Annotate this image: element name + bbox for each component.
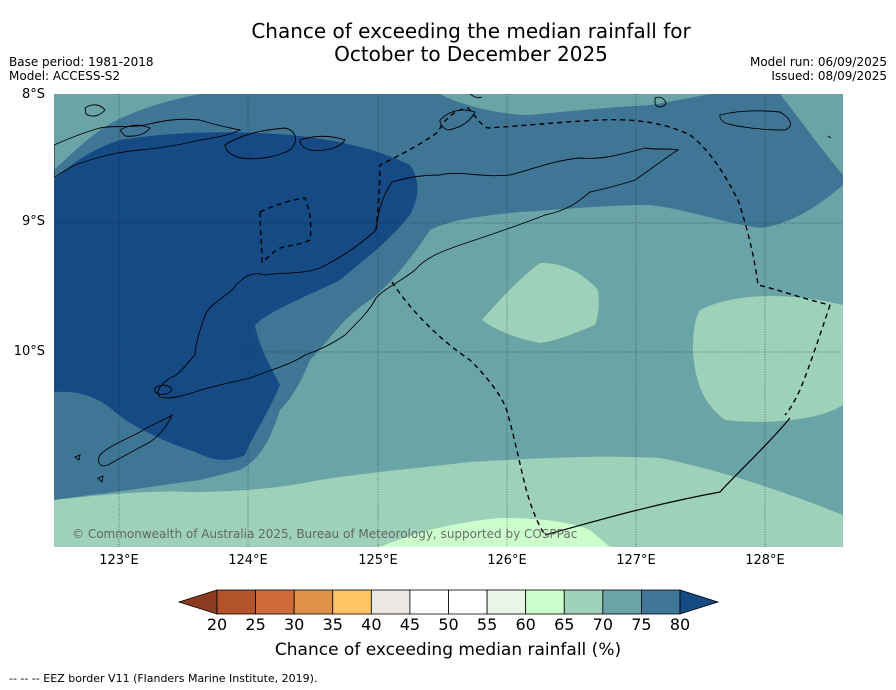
map-title: Chance of exceeding the median rainfall … [0,20,896,66]
model-name: Model: ACCESS-S2 [9,69,121,83]
roti-coast [97,413,173,467]
colorbar-extend-high [679,589,720,615]
north-island-2 [84,104,106,117]
colorbar-cell [486,589,527,615]
colorbar-tick-label: 30 [283,615,305,634]
colorbar-cells [177,589,720,615]
source-note: -- -- -- EEZ border V11 (Flanders Marine… [9,672,318,685]
colorbar-tick-label: 45 [399,615,421,634]
colorbar-tick-label: 70 [592,615,614,634]
colorbar-cell [409,589,449,615]
colorbar-cell [255,589,295,615]
lat-label-8s: 8°S [21,87,45,102]
colorbar-cell [370,589,411,615]
eez-east [784,304,831,416]
title-line-2: October to December 2025 [334,42,608,66]
colorbar-cell [448,589,488,615]
romang-coast [654,96,667,108]
colorbar-cell [293,589,334,615]
colorbar-cell [525,589,565,615]
issued-date: Issued: 08/09/2025 [771,69,887,83]
colorbar-cell [602,589,642,615]
colorbar-extend-low [177,589,218,615]
islet-1 [74,454,81,461]
islet-3 [827,135,832,139]
lon-label-125e: 125°E [358,553,398,568]
colorbar-tick-label: 20 [206,615,228,634]
colorbar-tick-label: 75 [631,615,652,634]
contour-65-70 [54,456,843,547]
eez-oecusse [259,197,312,264]
model-run: Model run: 06/09/2025 [749,55,887,69]
timor-coast [157,147,680,399]
contour-70-75-northwest [54,94,200,170]
rainfall-contours [54,94,843,547]
islet-2 [97,475,104,483]
contour-60-65 [380,518,610,547]
colorbar-tick-label: 50 [438,615,459,634]
lat-label-9s: 9°S [21,214,45,229]
colorbar-tick-label: 55 [476,615,498,634]
colorbar-tick-label: 80 [669,615,691,634]
copyright-notice: © Commonwealth of Australia 2025, Bureau… [72,527,578,541]
contour-65-70-central [482,262,599,343]
colorbar-tick-label: 60 [515,615,536,634]
colorbar-tick-label: 40 [361,615,382,634]
contour-70-75-north [54,94,710,115]
lat-label-10s: 10°S [13,344,45,359]
colorbar-tick-label: 25 [245,615,266,634]
colorbar-tick-label: 65 [554,615,575,634]
meta-left: Base period: 1981-2018 Model: ACCESS-S2 [9,55,154,83]
eez-timor-leste [391,281,546,536]
colorbar-label: Chance of exceeding median rainfall (%) [274,640,622,660]
semau-coast [154,384,173,395]
lon-label-128e: 128°E [745,553,785,568]
base-period: Base period: 1981-2018 [9,55,154,69]
lon-label-124e: 124°E [228,553,268,568]
meta-right: Model run: 06/09/2025 Issued: 08/09/2025 [750,55,887,83]
atauro-coast [469,94,483,99]
contour-80 [54,132,418,460]
eez-solid-border [544,417,791,536]
graticule [54,94,843,547]
lon-label-123e: 123°E [99,553,139,568]
contour-65-70-east [693,295,843,422]
colorbar-cell [216,589,256,615]
title-line-1: Chance of exceeding the median rainfall … [251,19,691,43]
colorbar-cell [332,589,372,615]
flores-coast [54,118,242,179]
lon-label-126e: 126°E [487,553,527,568]
north-island-1 [224,127,296,160]
babar-coast [719,110,791,131]
contour-70-75-northeast [780,94,843,175]
north-island-3 [119,124,151,137]
alor-coast [299,135,346,151]
lon-label-127e: 127°E [616,553,656,568]
eez-borders [259,107,831,536]
eez-north [375,107,831,306]
colorbar-cell [641,589,681,615]
colorbar-cell [563,589,604,615]
colorbar-tick-label: 35 [322,615,343,634]
